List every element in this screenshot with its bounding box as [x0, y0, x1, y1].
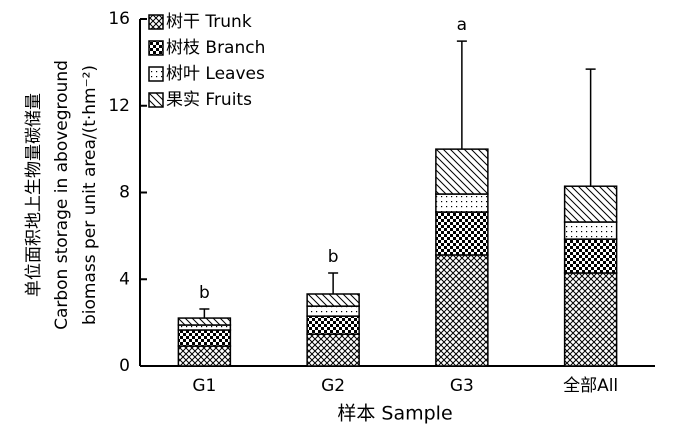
- x-tick-label: G3: [450, 376, 474, 396]
- bar-segment: [306, 293, 360, 307]
- legend-label: 果实 Fruits: [166, 90, 252, 110]
- y-tick-label: 16: [108, 9, 130, 29]
- y-tick-label: 8: [119, 183, 130, 203]
- y-axis-label: biomass per unit area/(t·hm⁻²): [80, 65, 100, 325]
- bar-segment: [563, 238, 618, 274]
- error-bar: [585, 68, 596, 187]
- bar-segment: [177, 329, 232, 347]
- bar-segment: [563, 272, 618, 367]
- bar-segment: [435, 211, 489, 256]
- y-tick-label: 12: [108, 96, 130, 116]
- x-tick-label: G1: [192, 376, 216, 396]
- x-axis-label: 样本 Sample: [337, 403, 452, 425]
- legend-label: 树叶 Leaves: [166, 64, 265, 84]
- error-bar: [456, 40, 467, 150]
- bar-segment: [177, 345, 232, 367]
- y-tick-label: 4: [119, 269, 130, 289]
- legend-swatch: [148, 14, 164, 30]
- legend-swatch: [148, 92, 164, 108]
- significance-letter: a: [457, 15, 467, 35]
- bar-segment: [435, 193, 489, 213]
- bar-segment: [177, 317, 232, 326]
- bar-segment: [563, 221, 618, 240]
- legend-label: 树枝 Branch: [166, 38, 265, 58]
- x-tick-label: G2: [321, 376, 345, 396]
- bar-segment: [435, 148, 489, 195]
- legend-label: 树干 Trunk: [166, 12, 252, 32]
- error-bar: [199, 308, 210, 319]
- legend-swatch: [148, 40, 164, 56]
- bar-segment: [306, 315, 360, 335]
- bar-segment: [435, 254, 489, 367]
- bar-segment: [306, 333, 360, 367]
- y-tick-label: 0: [119, 356, 130, 376]
- error-bar: [328, 272, 339, 294]
- bar-segment: [306, 305, 360, 317]
- significance-letter: b: [199, 283, 210, 303]
- legend-swatch: [148, 66, 164, 82]
- significance-letter: b: [328, 247, 339, 267]
- y-axis-label: 单位面积地上生物量碳储量: [24, 93, 44, 297]
- x-tick-label: 全部All: [563, 376, 618, 396]
- y-axis-label: Carbon storage in aboveground: [52, 60, 72, 330]
- bar-segment: [563, 185, 618, 223]
